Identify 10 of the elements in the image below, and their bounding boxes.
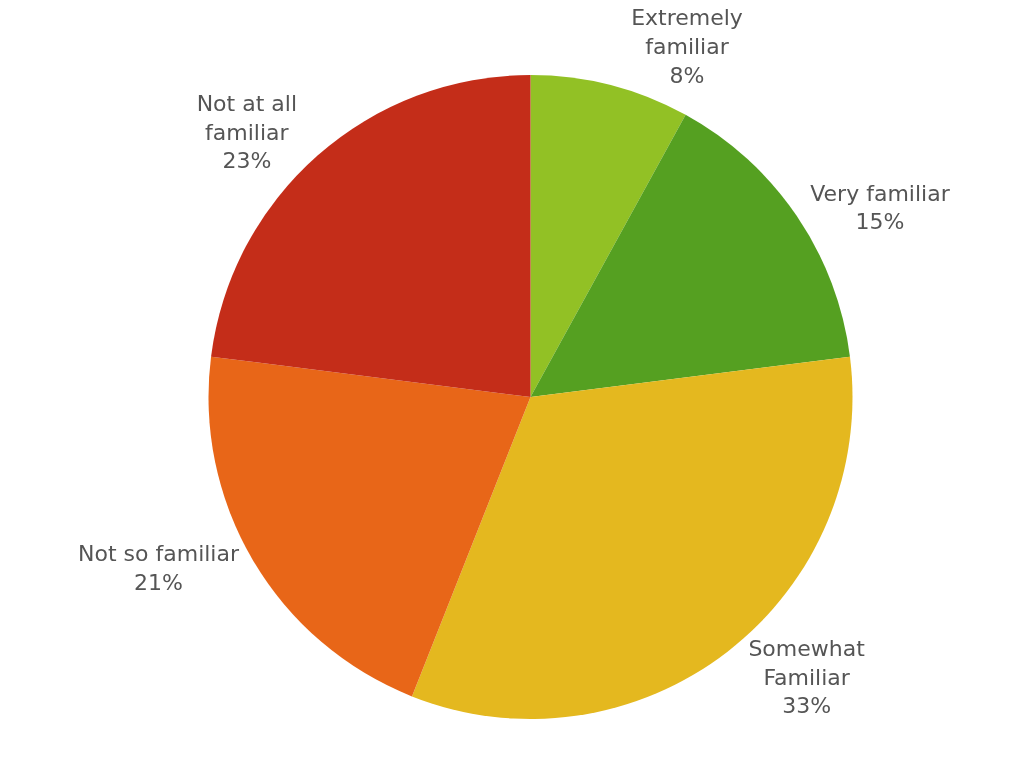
slice-label: Not at all familiar	[196, 91, 298, 145]
slice-label: Not so familiar	[78, 541, 240, 567]
slice-label: Somewhat Familiar	[748, 635, 866, 690]
data-label: 33%	[782, 693, 832, 719]
data-label: 15%	[855, 209, 905, 235]
slice-label: Very familiar	[810, 180, 951, 206]
data-label: 8%	[669, 62, 705, 88]
data-label: 23%	[222, 148, 272, 174]
slice-label: Extremely familiar	[631, 5, 743, 60]
data-label: 21%	[134, 569, 183, 595]
